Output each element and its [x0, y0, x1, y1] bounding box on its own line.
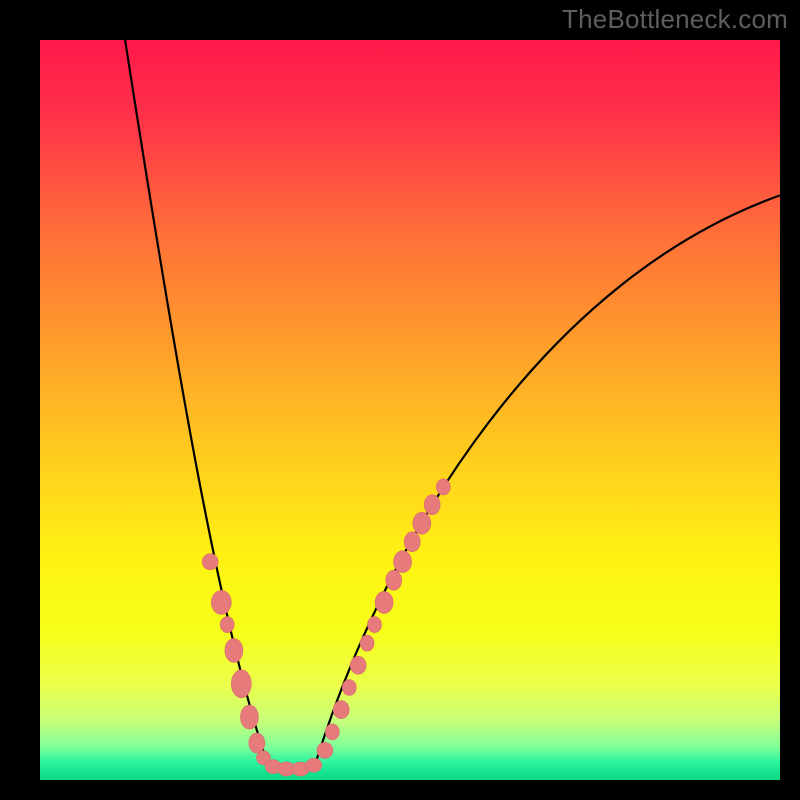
curve-marker: [367, 617, 381, 633]
curve-marker: [424, 495, 440, 515]
curve-marker: [220, 617, 234, 633]
watermark-text: TheBottleneck.com: [562, 4, 788, 35]
curve-marker: [225, 639, 243, 663]
curve-marker: [394, 551, 412, 573]
curve-marker: [360, 635, 374, 651]
curve-marker: [375, 591, 393, 613]
curve-marker: [436, 479, 450, 495]
curve-layer: [40, 40, 780, 780]
bottleneck-curve: [125, 40, 780, 772]
curve-marker: [386, 570, 402, 590]
chart-canvas: TheBottleneck.com: [0, 0, 800, 800]
curve-marker: [211, 590, 231, 614]
curve-marker: [306, 758, 322, 772]
curve-marker: [231, 670, 251, 698]
curve-marker: [249, 733, 265, 753]
curve-marker: [342, 680, 356, 696]
curve-marker: [202, 554, 218, 570]
curve-marker: [240, 705, 258, 729]
curve-markers: [202, 479, 450, 776]
curve-marker: [317, 742, 333, 758]
curve-marker: [325, 724, 339, 740]
curve-marker: [333, 701, 349, 719]
plot-area: [40, 40, 780, 780]
curve-marker: [413, 512, 431, 534]
curve-marker: [350, 656, 366, 674]
curve-marker: [404, 532, 420, 552]
